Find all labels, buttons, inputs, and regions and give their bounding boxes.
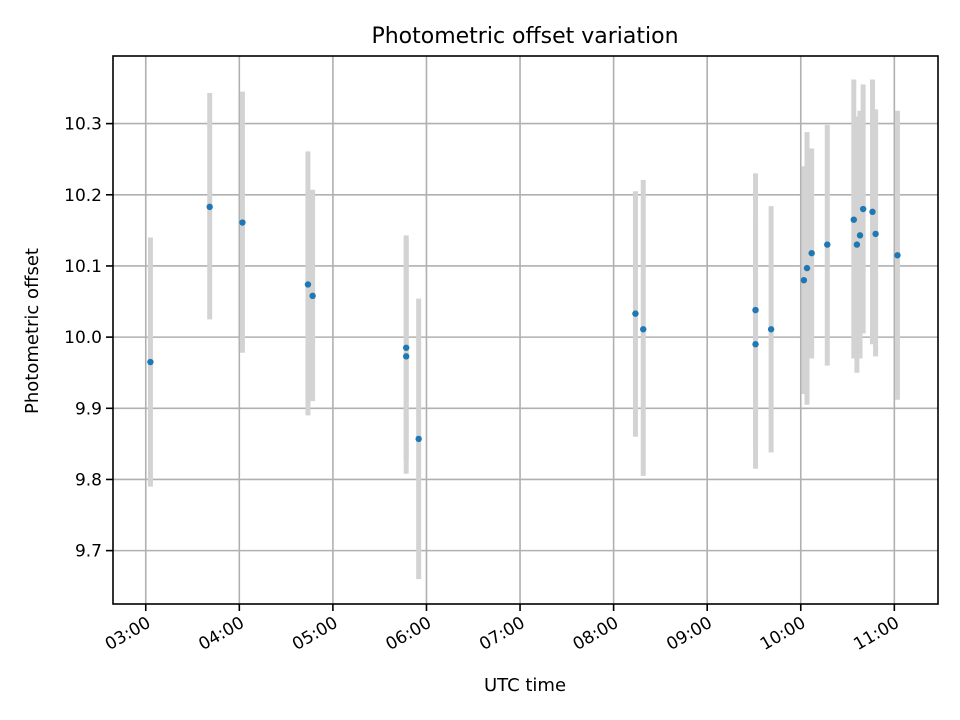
data-point xyxy=(856,232,864,239)
plot-frame xyxy=(112,55,939,605)
data-point xyxy=(415,435,422,443)
data-point xyxy=(869,208,876,216)
data-point xyxy=(402,353,410,360)
data-point xyxy=(402,344,410,351)
data-point xyxy=(850,216,857,223)
y-tick-label: 9.7 xyxy=(75,542,102,562)
y-tick-label: 9.9 xyxy=(75,399,102,419)
data-point xyxy=(894,252,901,259)
data-point xyxy=(304,281,312,288)
data-point xyxy=(640,326,647,333)
data-point xyxy=(752,306,759,314)
y-tick-label: 9.8 xyxy=(75,470,102,490)
data-point xyxy=(767,326,775,333)
data-point xyxy=(808,249,815,257)
y-axis-label: Photometric offset xyxy=(22,248,43,414)
chart-title: Photometric offset variation xyxy=(371,24,678,49)
data-point xyxy=(872,230,879,238)
y-tick-label: 10.1 xyxy=(64,257,102,277)
y-tick-label: 10.3 xyxy=(64,115,102,135)
data-point xyxy=(752,341,759,348)
data-point xyxy=(859,205,867,213)
y-tick-label: 10.0 xyxy=(64,328,102,348)
data-point xyxy=(147,358,154,366)
grid-layer xyxy=(113,56,938,604)
data-point xyxy=(632,310,639,317)
point-layer xyxy=(147,203,901,443)
data-point xyxy=(309,292,316,300)
data-point xyxy=(800,276,808,284)
data-point xyxy=(239,219,246,226)
x-axis-label: UTC time xyxy=(484,675,566,696)
y-tick-label: 10.2 xyxy=(64,186,102,206)
data-point xyxy=(853,241,861,248)
data-point xyxy=(206,203,213,211)
data-point xyxy=(824,241,831,248)
data-point xyxy=(803,264,811,272)
